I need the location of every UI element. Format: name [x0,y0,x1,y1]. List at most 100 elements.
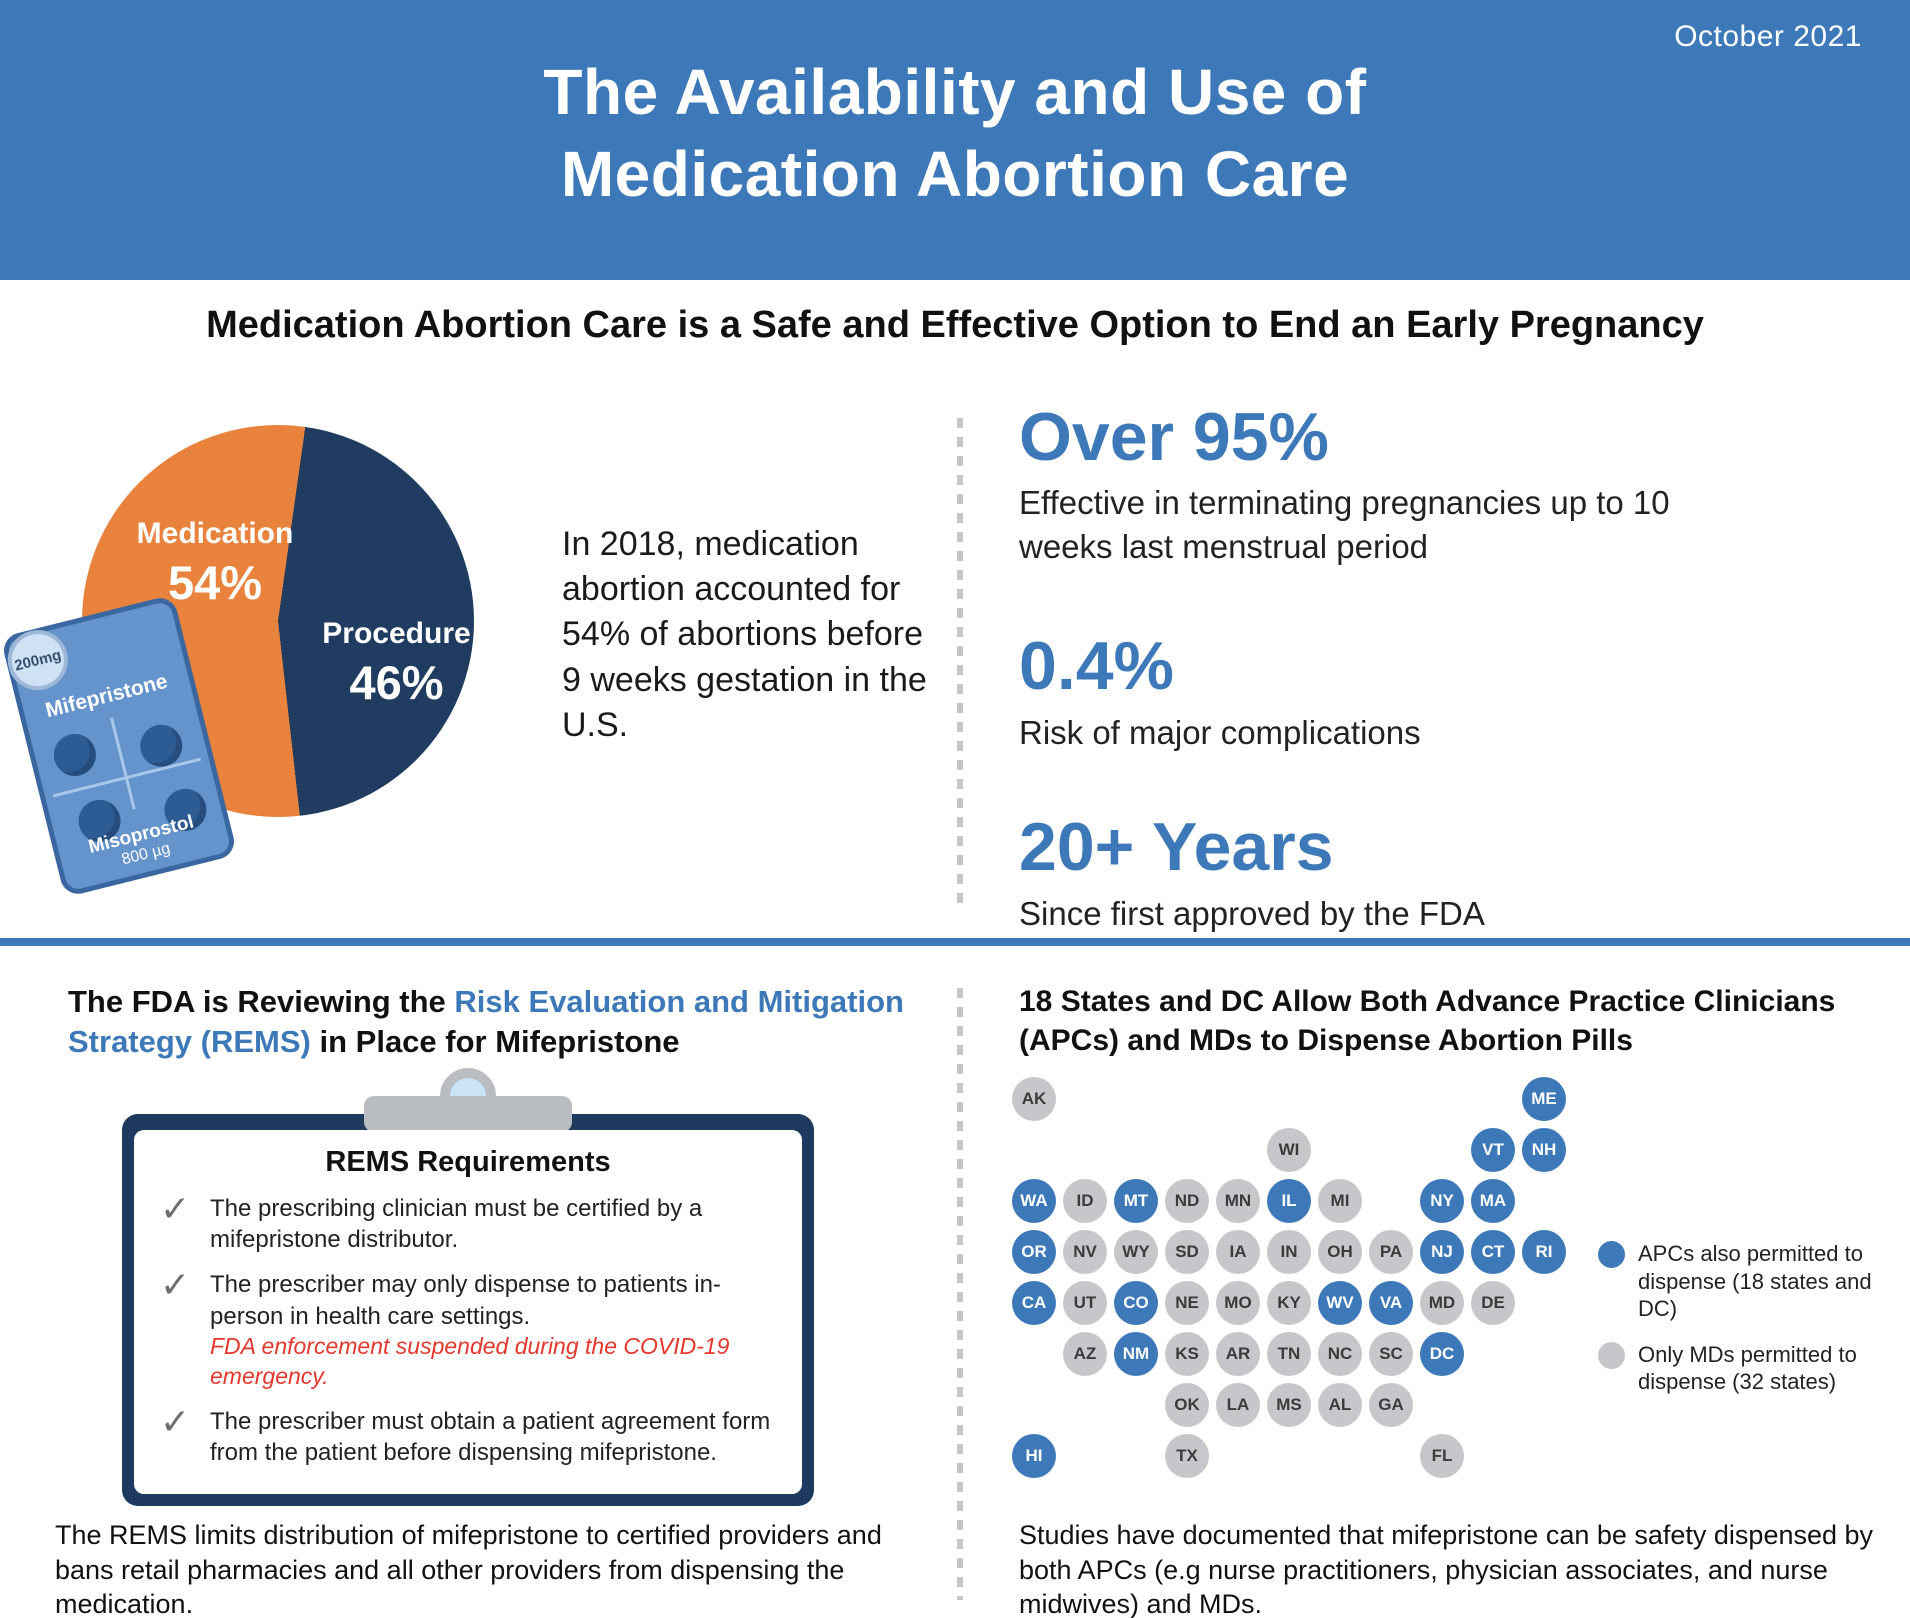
state-ma: MA [1471,1179,1515,1223]
header-banner: October 2021 The Availability and Use of… [0,0,1910,280]
pie-slice-value: 46% [349,656,444,709]
state-va: VA [1369,1281,1413,1325]
dotted-divider-top [957,418,963,908]
pill-icon [49,729,101,781]
state-mi: MI [1318,1179,1362,1223]
state-nj: NJ [1420,1230,1464,1274]
section-heading-safe-effective: Medication Abortion Care is a Safe and E… [206,304,1704,346]
stats-column: Over 95% Effective in terminating pregna… [1019,399,1899,988]
state-ga: GA [1369,1383,1413,1427]
state-nh: NH [1522,1128,1566,1172]
state-fl: FL [1420,1434,1464,1478]
dose-badge: 200mg [1,623,75,697]
state-in: IN [1267,1230,1311,1274]
state-ok: OK [1165,1383,1209,1427]
state-dc: DC [1420,1332,1464,1376]
state-mo: MO [1216,1281,1260,1325]
state-or: OR [1012,1230,1056,1274]
state-mt: MT [1114,1179,1158,1223]
state-de: DE [1471,1281,1515,1325]
state-id: ID [1063,1179,1107,1223]
state-la: LA [1216,1383,1260,1427]
state-vt: VT [1471,1128,1515,1172]
map-section-heading: 18 States and DC Allow Both Advance Prac… [1019,985,1836,1057]
stat-complications: 0.4% Risk of major complications [1019,628,1899,754]
map-footer-text: Studies have documented that mifepriston… [1019,1520,1874,1618]
legend-dot-icon [1598,1241,1625,1268]
legend-item: Only MDs permitted to dispense (32 state… [1598,1341,1903,1396]
state-ut: UT [1063,1281,1107,1325]
rems-item: ✓ The prescribing clinician must be certi… [160,1188,776,1255]
legend-item: APCs also permitted to dispense (18 stat… [1598,1240,1903,1323]
checkmark-icon: ✓ [160,1264,191,1306]
state-mn: MN [1216,1179,1260,1223]
rems-item-note: FDA enforcement suspended during the COV… [210,1332,730,1389]
rems-item: ✓ The prescriber may only dispense to pat… [160,1264,776,1391]
state-sc: SC [1369,1332,1413,1376]
stat-value: Over 95% [1019,399,1329,475]
state-wv: WV [1318,1281,1362,1325]
state-pa: PA [1369,1230,1413,1274]
stat-value: 0.4% [1019,628,1174,705]
state-tn: TN [1267,1332,1311,1376]
page-title: The Availability and Use of Medication A… [0,52,1910,216]
pie-slice-label: Medication [136,517,294,550]
state-nd: ND [1165,1179,1209,1223]
section-divider-rule [0,938,1910,946]
checkmark-icon: ✓ [160,1188,191,1229]
checkmark-icon: ✓ [160,1400,191,1442]
state-me: ME [1522,1077,1566,1121]
state-tx: TX [1165,1434,1209,1478]
state-co: CO [1114,1281,1158,1325]
state-ne: NE [1165,1281,1209,1325]
rems-clipboard: REMS Requirements ✓ The prescribing clini… [122,1068,814,1506]
legend-label: Only MDs permitted to dispense (32 state… [1638,1341,1857,1395]
state-ky: KY [1267,1281,1311,1325]
state-az: AZ [1063,1332,1107,1376]
dotted-divider-bottom [957,988,963,1600]
pie-label-procedure: Procedure 46% [304,617,489,710]
rems-item: ✓ The prescriber must obtain a patient ag… [160,1400,776,1468]
state-al: AL [1318,1383,1362,1427]
rems-item-text: The prescriber may only dispense to pati… [210,1271,721,1330]
rems-footer-text: The REMS limits distribution of mifepris… [55,1520,882,1618]
stat-effectiveness: Over 95% Effective in terminating pregna… [1019,399,1899,569]
rems-section-heading: The FDA is Reviewing the Risk Evaluation… [68,982,918,1063]
rems-checklist: ✓ The prescribing clinician must be certi… [160,1188,776,1468]
state-ia: IA [1216,1230,1260,1274]
state-ca: CA [1012,1281,1056,1325]
map-legend: APCs also permitted to dispense (18 stat… [1598,1240,1903,1414]
stat-desc: Effective in terminating pregnancies up … [1019,484,1670,566]
rems-heading-part3: in Place for Mifepristone [310,1024,680,1060]
state-ms: MS [1267,1383,1311,1427]
stat-desc: Risk of major complications [1019,713,1421,751]
pie-slice-value: 54% [167,556,263,609]
state-il: IL [1267,1179,1311,1223]
legend-dot-icon [1598,1341,1625,1369]
pie-caption: In 2018, medication abortion accounted f… [562,525,927,744]
stat-fda-years: 20+ Years Since first approved by the FD… [1019,812,1899,935]
state-hi: HI [1012,1434,1056,1478]
rems-heading-blue: Risk Evaluation and Mitigation Strategy … [68,984,904,1060]
rems-item-text: The prescribing clinician must be certif… [210,1195,703,1254]
state-wa: WA [1012,1179,1056,1223]
state-md: MD [1420,1281,1464,1325]
legend-label: APCs also permitted to dispense (18 stat… [1638,1241,1872,1321]
state-ny: NY [1420,1179,1464,1223]
state-ri: RI [1522,1230,1566,1274]
clipboard-clip-tab-icon [364,1096,572,1132]
state-oh: OH [1318,1230,1362,1274]
rems-item-text: The prescriber must obtain a patient agr… [210,1407,771,1466]
stat-desc: Since first approved by the FDA [1019,894,1485,932]
pie-label-medication: Medication 54% [100,517,330,610]
state-nm: NM [1114,1332,1158,1376]
state-wy: WY [1114,1230,1158,1274]
state-ct: CT [1471,1230,1515,1274]
page-title-line2: Medication Abortion Care [560,137,1350,210]
state-grid-map: AK ME WI VT NH WA ID MT ND MN IL MI NY MA OR NV WY SD IA IN… [1012,1077,1572,1483]
pie-slice-label: Procedure [322,617,471,650]
stat-value: 20+ Years [1019,809,1334,886]
state-ks: KS [1165,1332,1209,1376]
state-ak: AK [1012,1077,1056,1121]
